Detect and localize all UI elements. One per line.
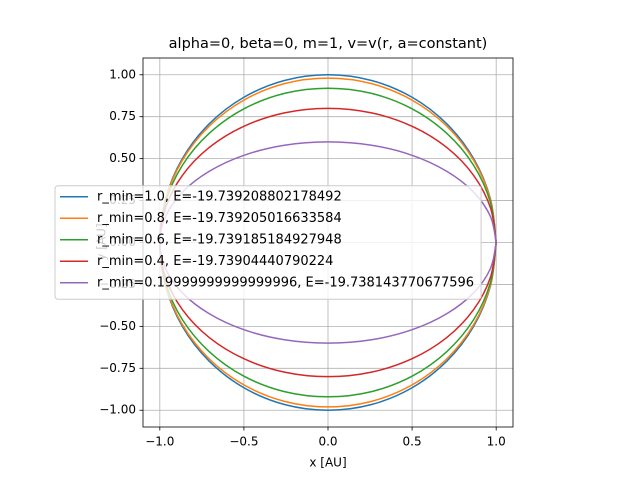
x-tick-label: −1.0 <box>145 435 174 449</box>
legend-box <box>54 185 482 300</box>
y-tick-label: −0.50 <box>99 319 136 333</box>
legend-label: r_min=1.0, E=-19.739208802178492 <box>97 189 342 204</box>
y-tick-label: 0.50 <box>109 151 136 165</box>
x-axis-label: x [AU] <box>309 456 346 470</box>
y-tick-label: 0.75 <box>109 109 136 123</box>
legend-label: r_min=0.19999999999999996, E=-19.7381437… <box>97 275 474 290</box>
y-tick-label: −0.75 <box>99 361 136 375</box>
y-tick-label: −1.00 <box>99 403 136 417</box>
chart-title: alpha=0, beta=0, m=1, v=v(r, a=constant) <box>169 36 488 52</box>
x-tick-label: −0.5 <box>229 435 258 449</box>
x-tick-label: 0.0 <box>318 435 337 449</box>
legend-label: r_min=0.8, E=-19.739205016633584 <box>97 211 342 226</box>
y-tick-label: 1.00 <box>109 67 136 81</box>
x-tick-label: 0.5 <box>403 435 422 449</box>
legend-label: r_min=0.4, E=-19.73904440790224 <box>97 254 333 269</box>
x-tick-label: 1.0 <box>487 435 506 449</box>
legend-label: r_min=0.6, E=-19.739185184927948 <box>97 232 342 247</box>
